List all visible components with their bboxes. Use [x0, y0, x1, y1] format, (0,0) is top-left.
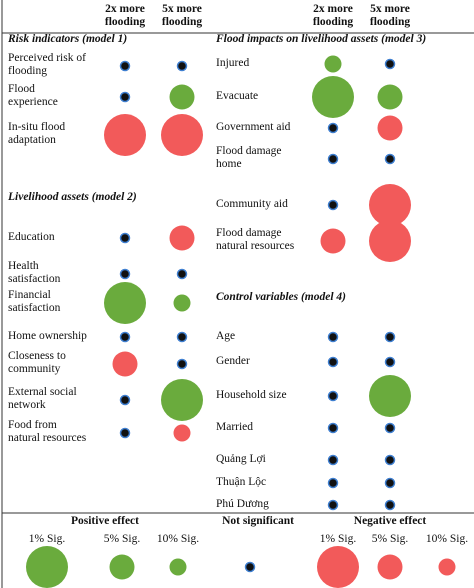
not-significant-dot — [176, 358, 188, 370]
not-significant-dot — [327, 331, 339, 343]
column-header: 5x more flooding — [161, 3, 203, 28]
not-significant-dot — [327, 356, 339, 368]
effect-circle — [377, 84, 403, 110]
not-significant-dot — [119, 91, 131, 103]
not-significant-dot — [327, 499, 339, 511]
row-label: Food from natural resources — [8, 419, 87, 444]
not-significant-dot — [119, 394, 131, 406]
legend-label: 10% Sig. — [156, 533, 200, 545]
row-label: Flood experience — [8, 83, 58, 108]
not-significant-dot — [176, 331, 188, 343]
row-label: Flood damage home — [216, 145, 282, 170]
not-significant-dot — [327, 390, 339, 402]
effect-circle — [438, 558, 456, 576]
not-significant-dot — [384, 477, 396, 489]
effect-circle — [377, 554, 403, 580]
row-label: Phú Dương — [216, 497, 269, 510]
section-title: Control variables (model 4) — [216, 291, 347, 303]
section-title: Risk indicators (model 1) — [8, 33, 128, 45]
not-significant-dot — [384, 58, 396, 70]
not-significant-dot — [384, 499, 396, 511]
effect-circle — [317, 546, 359, 588]
row-label: Financial satisfaction — [8, 289, 61, 314]
legend-label: 5% Sig. — [103, 533, 141, 545]
legend-title: Not significant — [222, 515, 294, 527]
row-label: Home ownership — [8, 329, 87, 342]
effect-circle — [112, 351, 138, 377]
effect-circle — [173, 294, 191, 312]
effect-circle — [169, 225, 195, 251]
legend-title: Negative effect — [353, 515, 427, 527]
row-label: Gender — [216, 354, 250, 367]
not-significant-dot — [384, 331, 396, 343]
section-title: Livelihood assets (model 2) — [8, 191, 137, 203]
legend-label: 1% Sig. — [319, 533, 357, 545]
effect-circle — [26, 546, 68, 588]
not-significant-dot — [384, 153, 396, 165]
column-header: 2x more flooding — [104, 3, 146, 28]
effect-circle — [161, 379, 203, 421]
row-label: Married — [216, 420, 254, 433]
not-significant-dot — [176, 60, 188, 72]
row-label: External social network — [8, 386, 77, 411]
row-label: Evacuate — [216, 89, 259, 102]
effect-circle — [369, 375, 411, 417]
row-label: Closeness to community — [8, 350, 66, 375]
effect-circle — [324, 55, 342, 73]
effect-circle — [109, 554, 135, 580]
effect-circle — [377, 115, 403, 141]
row-label: Flood damage natural resources — [216, 227, 295, 252]
effect-circle — [369, 184, 411, 226]
row-label: Injured — [216, 56, 250, 69]
row-label: Perceived risk of flooding — [8, 52, 86, 77]
row-label: Household size — [216, 388, 287, 401]
effect-circle — [161, 114, 203, 156]
legend-label: 5% Sig. — [371, 533, 409, 545]
effect-circle — [312, 76, 354, 118]
not-significant-dot — [384, 422, 396, 434]
not-significant-dot — [384, 454, 396, 466]
legend-title: Positive effect — [70, 515, 139, 527]
effect-circle — [104, 114, 146, 156]
not-significant-dot — [327, 454, 339, 466]
not-significant-dot — [119, 60, 131, 72]
not-significant-dot — [327, 422, 339, 434]
not-significant-dot — [384, 356, 396, 368]
row-label: Government aid — [216, 120, 291, 133]
not-significant-dot — [176, 268, 188, 280]
not-significant-dot — [327, 122, 339, 134]
effect-circle — [104, 282, 146, 324]
not-significant-dot — [119, 232, 131, 244]
effect-circle — [169, 558, 187, 576]
effect-circle — [173, 424, 191, 442]
not-significant-dot — [119, 268, 131, 280]
section-title: Flood impacts on livelihood assets (mode… — [216, 33, 427, 45]
row-label: Thuận Lộc — [216, 475, 267, 488]
effect-circle — [369, 220, 411, 262]
not-significant-dot — [327, 153, 339, 165]
row-label: Quảng Lợi — [216, 452, 266, 465]
row-label: Community aid — [216, 197, 288, 210]
column-header: 2x more flooding — [312, 3, 354, 28]
column-header: 5x more flooding — [369, 3, 411, 28]
not-significant-dot — [244, 561, 256, 573]
not-significant-dot — [119, 331, 131, 343]
row-label: Education — [8, 230, 55, 243]
row-label: Health satisfaction — [8, 260, 61, 285]
not-significant-dot — [119, 427, 131, 439]
legend-label: 10% Sig. — [425, 533, 469, 545]
not-significant-dot — [327, 199, 339, 211]
row-label: In-situ flood adaptation — [8, 121, 66, 146]
not-significant-dot — [327, 477, 339, 489]
row-label: Age — [216, 329, 236, 342]
legend-label: 1% Sig. — [28, 533, 66, 545]
effect-circle — [320, 228, 346, 254]
effect-circle — [169, 84, 195, 110]
